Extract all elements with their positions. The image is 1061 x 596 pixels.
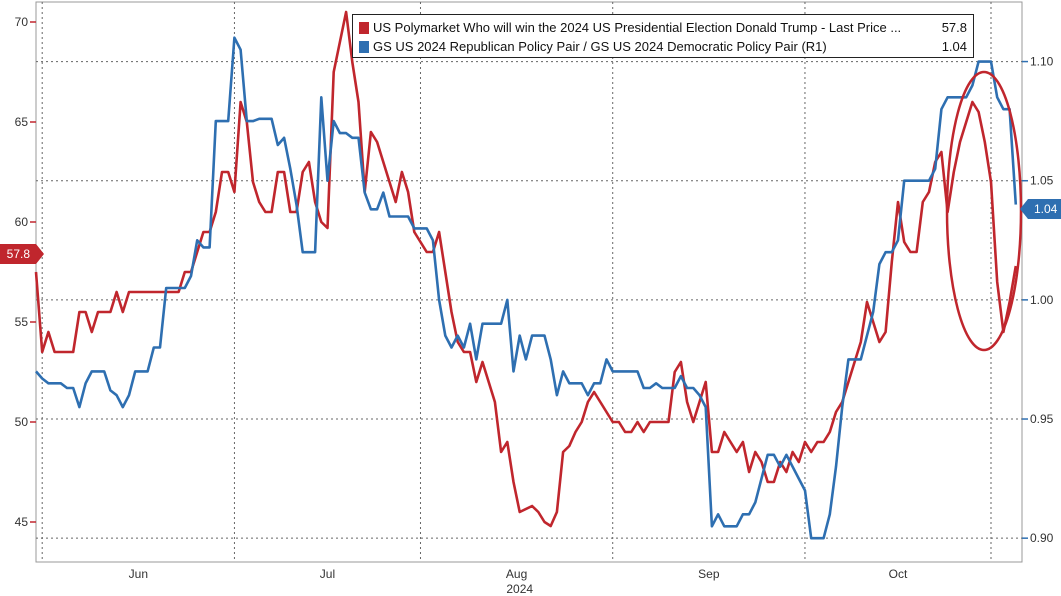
series-line-gs bbox=[35, 36, 1018, 540]
right-tick-label: 1.00 bbox=[1030, 293, 1054, 307]
left-tick-label: 65 bbox=[15, 115, 29, 129]
last-value-tag-left: 57.8 bbox=[0, 244, 44, 264]
left-tick-label: 45 bbox=[15, 515, 29, 529]
legend-swatch-red bbox=[359, 21, 369, 34]
right-tick-label: 0.95 bbox=[1030, 412, 1054, 426]
legend-entry-gs: GS US 2024 Republican Policy Pair / GS U… bbox=[359, 37, 967, 56]
x-tick-label: Sep bbox=[698, 567, 720, 581]
x-tick-label: Oct bbox=[889, 567, 908, 581]
right-tick-label: 1.10 bbox=[1030, 55, 1054, 69]
legend-label-trump: US Polymarket Who will win the 2024 US P… bbox=[373, 20, 902, 35]
legend-value-trump: 57.8 bbox=[941, 20, 967, 35]
left-tick-label: 60 bbox=[15, 215, 29, 229]
left-tick-label: 55 bbox=[15, 315, 29, 329]
legend-value-gs: 1.04 bbox=[941, 39, 967, 54]
left-tick-label: 50 bbox=[15, 415, 29, 429]
x-tick-label: Jul bbox=[320, 567, 335, 581]
chart-legend: US Polymarket Who will win the 2024 US P… bbox=[352, 14, 974, 58]
legend-entry-trump: US Polymarket Who will win the 2024 US P… bbox=[359, 18, 967, 37]
last-value-tag-right: 1.04 bbox=[1020, 199, 1061, 219]
legend-label-gs: GS US 2024 Republican Policy Pair / GS U… bbox=[373, 39, 827, 54]
series-line-trump bbox=[34, 10, 1018, 528]
x-axis-year-label: 2024 bbox=[506, 582, 533, 596]
x-tick-label: Aug bbox=[506, 567, 527, 581]
plot-frame bbox=[35, 1, 1023, 563]
right-tick-label: 0.90 bbox=[1030, 531, 1054, 545]
left-tick-label: 70 bbox=[15, 15, 29, 29]
annotation-ellipse bbox=[945, 70, 1023, 352]
x-tick-label: Jun bbox=[129, 567, 148, 581]
legend-swatch-blue bbox=[359, 40, 369, 53]
right-tick-label: 1.05 bbox=[1030, 174, 1054, 188]
